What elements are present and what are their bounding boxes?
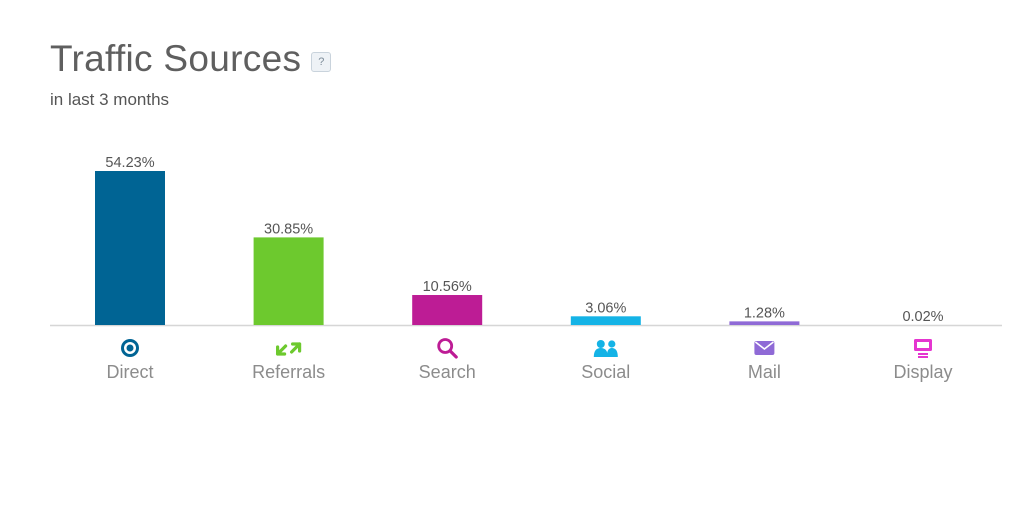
value-label-display: 0.02%	[902, 309, 943, 325]
value-label-search: 10.56%	[423, 279, 472, 295]
bar-mail[interactable]	[729, 321, 800, 325]
display-icon	[914, 339, 932, 358]
search-icon	[437, 338, 458, 359]
bar-search[interactable]	[412, 295, 483, 325]
category-label-search: Search	[419, 362, 476, 382]
chart-header: Traffic Sources ? in last 3 months	[50, 36, 332, 110]
value-label-social: 3.06%	[585, 300, 626, 316]
category-label-social: Social	[581, 362, 630, 382]
social-users-icon	[593, 340, 618, 357]
chart-title: Traffic Sources	[50, 38, 302, 79]
bar-direct[interactable]	[95, 171, 165, 325]
category-label-mail: Mail	[748, 362, 781, 382]
target-icon	[121, 339, 139, 357]
category-label-referrals: Referrals	[252, 362, 325, 382]
category-label-direct: Direct	[106, 362, 153, 382]
value-label-referrals: 30.85%	[264, 221, 313, 237]
category-label-display: Display	[893, 362, 952, 382]
bar-referrals[interactable]	[253, 237, 324, 325]
value-label-mail: 1.28%	[744, 305, 785, 321]
title-row: Traffic Sources ?	[50, 36, 332, 82]
mail-icon	[754, 341, 775, 355]
value-label-direct: 54.23%	[105, 155, 154, 171]
chart-subtitle: in last 3 months	[50, 90, 170, 109]
help-icon[interactable]: ?	[311, 52, 332, 72]
bar-social[interactable]	[570, 316, 641, 325]
referrals-arrows-icon	[276, 342, 302, 356]
